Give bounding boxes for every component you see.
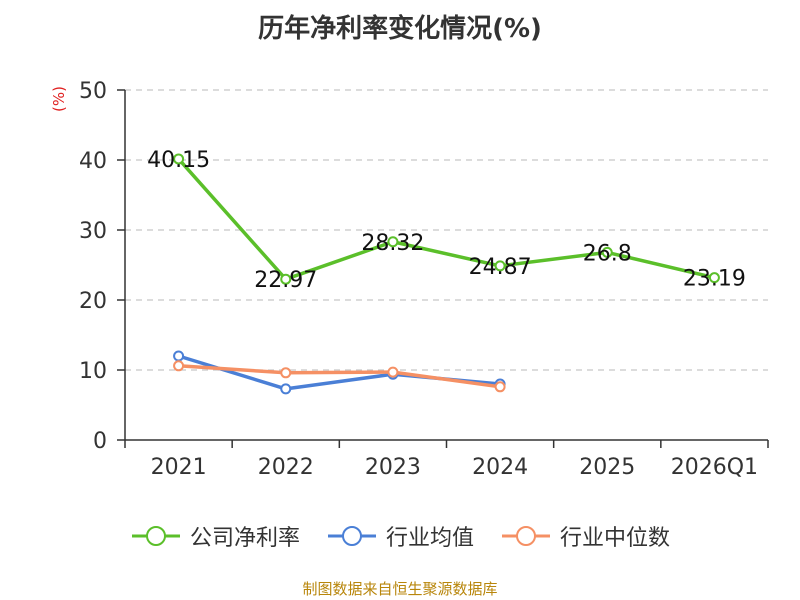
y-tick-label: 40 xyxy=(79,149,107,174)
y-tick-label: 10 xyxy=(79,359,107,384)
data-point xyxy=(280,367,292,379)
legend: 公司净利率 行业均值 行业中位数 xyxy=(0,520,800,552)
x-tick-label: 2025 xyxy=(579,455,635,480)
data-point xyxy=(173,153,185,165)
legend-item-industry-mean[interactable]: 行业均值 xyxy=(326,520,474,552)
legend-item-industry-median[interactable]: 行业中位数 xyxy=(500,520,670,552)
x-tick-label: 2023 xyxy=(365,455,421,480)
legend-marker-industry-mean xyxy=(327,526,376,546)
data-label: 23.19 xyxy=(683,267,746,292)
data-point xyxy=(280,383,292,395)
x-tick-label: 2024 xyxy=(472,455,528,480)
data-point xyxy=(387,236,399,248)
y-tick-label: 30 xyxy=(79,219,107,244)
y-tick-label: 20 xyxy=(79,289,107,314)
legend-label-industry-median: 行业中位数 xyxy=(560,526,671,551)
series-line-2 xyxy=(176,364,502,389)
legend-marker-industry-median xyxy=(502,526,550,546)
data-point xyxy=(601,246,613,258)
data-point xyxy=(494,260,506,272)
data-point xyxy=(387,366,399,378)
source-note: 制图数据来自恒生聚源数据库 xyxy=(302,580,498,598)
data-point xyxy=(173,360,185,372)
data-label: 28.32 xyxy=(361,231,424,256)
series-line-0 xyxy=(176,157,717,281)
chart-title: 历年净利率变化情况(%) xyxy=(258,14,542,44)
x-tick-label: 2021 xyxy=(151,455,207,480)
data-label: 24.87 xyxy=(469,255,532,280)
data-label: 40.15 xyxy=(147,148,210,173)
legend-label-industry-mean: 行业均值 xyxy=(385,526,474,551)
data-label: 26.8 xyxy=(583,241,632,266)
x-tick-label: 2022 xyxy=(258,455,314,480)
y-tick-label: 50 xyxy=(79,79,107,104)
data-point xyxy=(173,350,185,362)
y-tick-label: 0 xyxy=(93,429,107,454)
data-point xyxy=(494,381,506,393)
data-point xyxy=(708,272,720,284)
x-tick-label: 2026Q1 xyxy=(671,455,758,480)
legend-marker-company xyxy=(131,526,180,546)
legend-label-company: 公司净利率 xyxy=(189,526,300,551)
data-label: 22.97 xyxy=(254,268,317,293)
legend-item-company[interactable]: 公司净利率 xyxy=(130,520,300,552)
data-point xyxy=(280,273,292,285)
